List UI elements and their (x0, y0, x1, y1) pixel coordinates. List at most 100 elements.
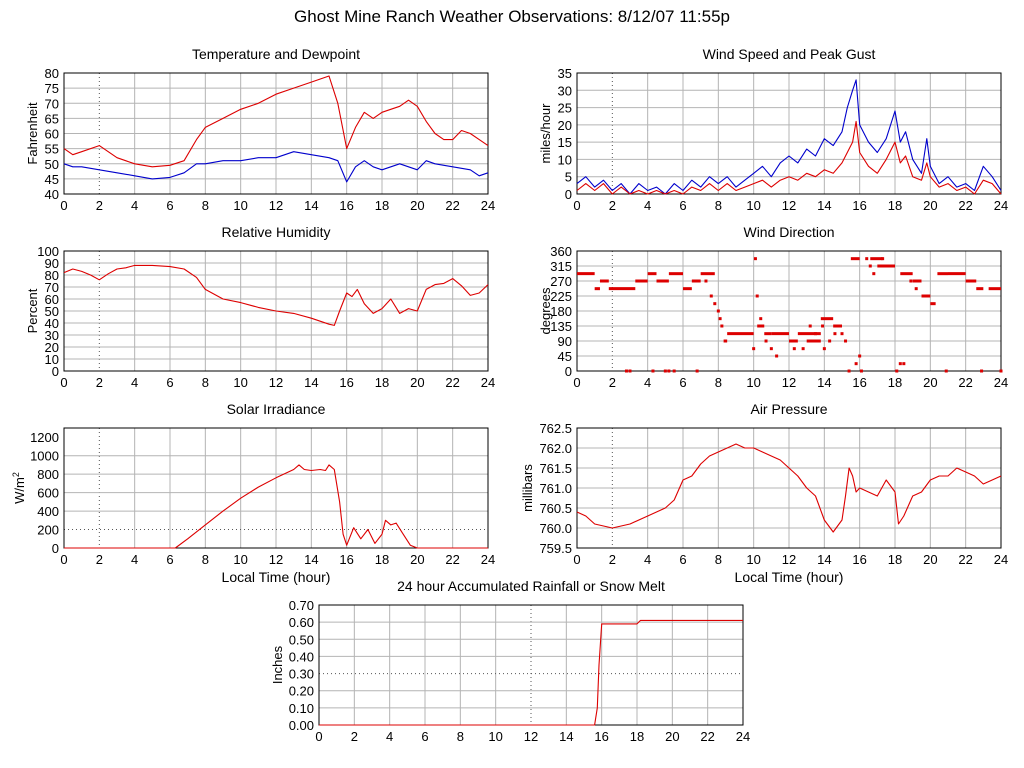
wind-xtick-label: 6 (679, 198, 686, 213)
pressure-xtick-label: 6 (679, 552, 686, 567)
pressure-xtick-label: 20 (923, 552, 937, 567)
temp-series-line-0 (63, 75, 489, 168)
humidity-ytick-label: 20 (45, 340, 59, 355)
wind-plot-frame (576, 72, 1002, 195)
wind-xtick-label: 22 (958, 198, 972, 213)
solar-xtick-label: 24 (481, 552, 495, 567)
direction-point (752, 347, 756, 351)
temp-xtick-label: 4 (131, 198, 138, 213)
direction-xtick-label: 12 (782, 375, 796, 390)
page-title: Ghost Mine Ranch Weather Observations: 8… (294, 7, 730, 26)
direction-point (914, 287, 918, 291)
pressure-ytick-label: 760.5 (539, 501, 572, 516)
direction-point (844, 339, 848, 343)
direction-point (704, 279, 708, 283)
humidity-xtick-label: 14 (304, 375, 318, 390)
wind-ytick-label: 15 (558, 135, 572, 150)
temp-ytick-label: 55 (45, 142, 59, 157)
pressure-xtick-label: 8 (715, 552, 722, 567)
wind-xtick-label: 14 (817, 198, 831, 213)
wind-ytick-label: 20 (558, 118, 572, 133)
wind-title: Wind Speed and Peak Gust (703, 46, 876, 62)
direction-point (753, 257, 757, 261)
temp-xtick-label: 16 (339, 198, 353, 213)
direction-point (808, 324, 812, 328)
humidity-ytick-label: 10 (45, 352, 59, 367)
rain-xtick-label: 4 (386, 729, 393, 744)
pressure-xtick-label: 0 (573, 552, 580, 567)
temp-xtick-label: 0 (60, 198, 67, 213)
rain-xtick-label: 18 (630, 729, 644, 744)
pressure-xtick-label: 4 (644, 552, 651, 567)
pressure-ytick-label: 761.0 (539, 481, 572, 496)
direction-xtick-label: 0 (573, 375, 580, 390)
solar-xtick-label: 20 (410, 552, 424, 567)
humidity-plot-frame (63, 250, 489, 372)
humidity-ytick-label: 30 (45, 328, 59, 343)
humidity-xtick-label: 4 (131, 375, 138, 390)
rain-xtick-label: 8 (457, 729, 464, 744)
pressure-xlabel: Local Time (hour) (735, 569, 844, 585)
pressure-ytick-label: 761.5 (539, 461, 572, 476)
temp-ytick-label: 65 (45, 111, 59, 126)
temp-ytick-label: 60 (45, 127, 59, 142)
wind-xtick-label: 0 (573, 198, 580, 213)
temp-ytick-label: 45 (45, 172, 59, 187)
wind-series-line-0 (576, 79, 1002, 195)
direction-ytick-label: 0 (565, 364, 572, 379)
humidity-xtick-label: 6 (166, 375, 173, 390)
temp-xtick-label: 14 (304, 198, 318, 213)
humidity-ytick-label: 80 (45, 268, 59, 283)
wind-ytick-label: 30 (558, 83, 572, 98)
temp-title: Temperature and Dewpoint (192, 46, 360, 62)
direction-point (847, 369, 851, 373)
direction-point (624, 369, 628, 373)
solar-ytick-label: 1200 (30, 430, 59, 445)
direction-xtick-label: 20 (923, 375, 937, 390)
pressure-ytick-label: 760.0 (539, 521, 572, 536)
rain-ylabel: Inches (270, 645, 285, 684)
rain-xtick-label: 24 (736, 729, 750, 744)
direction-ylabel: degrees (538, 287, 553, 334)
solar-ytick-label: 800 (37, 467, 59, 482)
pressure-plot-frame (576, 427, 1002, 549)
direction-point (651, 369, 655, 373)
direction-xtick-label: 8 (715, 375, 722, 390)
temp-xtick-label: 2 (96, 198, 103, 213)
pressure-xtick-label: 22 (958, 552, 972, 567)
direction-xtick-label: 18 (888, 375, 902, 390)
pressure-title: Air Pressure (750, 401, 827, 417)
solar-ytick-label: 0 (52, 541, 59, 556)
humidity-ytick-label: 50 (45, 304, 59, 319)
direction-ytick-label: 135 (550, 319, 572, 334)
direction-point (854, 362, 858, 366)
direction-xtick-label: 24 (994, 375, 1008, 390)
wind-xtick-label: 20 (923, 198, 937, 213)
direction-point (828, 339, 832, 343)
direction-xtick-label: 10 (746, 375, 760, 390)
direction-point (764, 339, 768, 343)
pressure-ylabel: millibars (520, 464, 535, 512)
direction-ytick-label: 315 (550, 259, 572, 274)
temp-xtick-label: 20 (410, 198, 424, 213)
solar-xtick-label: 12 (269, 552, 283, 567)
direction-point (695, 369, 699, 373)
solar-xtick-label: 4 (131, 552, 138, 567)
temp-ylabel: Fahrenheit (25, 102, 40, 165)
direction-point (720, 324, 724, 328)
solar-xtick-label: 18 (375, 552, 389, 567)
temp-xtick-label: 24 (481, 198, 495, 213)
rain-ytick-label: 0.70 (289, 598, 314, 613)
direction-point (872, 272, 876, 276)
wind-ytick-label: 0 (565, 187, 572, 202)
direction-point (723, 339, 727, 343)
humidity-xtick-label: 8 (202, 375, 209, 390)
temp-xtick-label: 12 (269, 198, 283, 213)
rain-xtick-label: 6 (421, 729, 428, 744)
direction-point (859, 369, 863, 373)
direction-ytick-label: 180 (550, 304, 572, 319)
direction-ytick-label: 270 (550, 274, 572, 289)
